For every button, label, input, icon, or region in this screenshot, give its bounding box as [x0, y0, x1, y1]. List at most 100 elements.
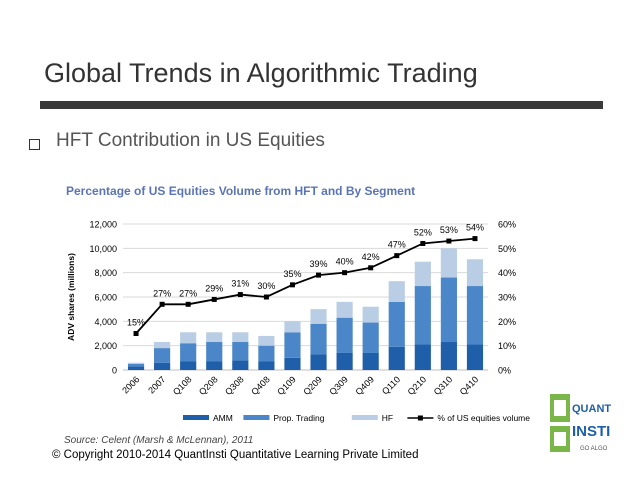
y-tick-label: 6,000 [94, 293, 117, 303]
line-marker [420, 240, 426, 246]
data-label: 29% [205, 283, 223, 293]
y2-tick-label: 10% [498, 341, 516, 351]
legend-line-marker [417, 415, 423, 421]
bar-hf [284, 321, 301, 333]
y-tick-label: 8,000 [94, 268, 117, 278]
bar-prop-trading [127, 363, 145, 367]
slide-title: Global Trends in Algorithmic Trading [44, 58, 478, 88]
line-marker [263, 294, 269, 300]
chart-title: Percentage of US Equities Volume from HF… [66, 184, 416, 198]
copyright: © Copyright 2010-2014 QuantInsti Quantit… [52, 449, 419, 461]
y2-tick-label: 30% [498, 293, 516, 303]
x-tick-label: Q109 [275, 374, 298, 397]
x-tick-label: Q308 [223, 374, 246, 397]
y2-tick-label: 40% [498, 268, 516, 278]
bar-hf [206, 332, 223, 343]
bar-prop-trading [414, 286, 431, 345]
bar-amm [466, 344, 484, 370]
x-tick-label: Q108 [171, 374, 194, 397]
bar-prop-trading [258, 345, 275, 362]
bar-amm [127, 366, 145, 370]
line-marker [394, 253, 400, 259]
y-tick-label: 12,000 [89, 220, 117, 230]
bar-prop-trading [154, 348, 171, 363]
bullet-text: HFT Contribution in US Equities [56, 130, 325, 151]
y-tick-label: 2,000 [94, 341, 117, 351]
line-marker [211, 296, 217, 302]
bar-prop-trading [466, 286, 484, 345]
bar-amm [258, 361, 275, 370]
bar-amm [310, 354, 327, 370]
bar-hf [440, 248, 457, 278]
legend-label: % of US equities volume [437, 413, 530, 423]
line-marker [316, 272, 322, 278]
data-label: 31% [231, 279, 249, 289]
bar-amm [154, 362, 171, 370]
logo-mark-bottom-inner [554, 432, 566, 446]
legend-label: AMM [213, 413, 233, 423]
bar-prop-trading [206, 342, 223, 362]
bar-amm [362, 352, 379, 370]
bullet-square-icon [29, 139, 40, 150]
x-tick-label: Q408 [249, 374, 272, 397]
data-label: 40% [336, 257, 354, 267]
data-label: 52% [414, 227, 432, 237]
bar-hf [466, 259, 484, 287]
logo-mark-top-inner [554, 400, 566, 416]
y-tick-label: 4,000 [94, 317, 117, 327]
x-tick-label: Q208 [197, 374, 220, 397]
x-tick-label: Q210 [406, 374, 429, 397]
logo-tagline: GO ALGO [580, 446, 608, 452]
legend-swatch [243, 415, 270, 420]
x-tick-label: Q410 [458, 374, 481, 397]
bar-prop-trading [336, 317, 353, 353]
line-marker [237, 292, 243, 298]
bar-prop-trading [180, 343, 197, 362]
line-marker [185, 301, 191, 307]
quantinsti-logo: QUANT INSTI GO ALGO [550, 394, 611, 452]
bar-prop-trading [310, 323, 327, 355]
x-tick-label: Q110 [380, 374, 402, 396]
y2-tick-label: 50% [498, 244, 516, 254]
y-tick-label: 10,000 [89, 244, 117, 254]
logo-text-1: QUANT [572, 403, 611, 415]
x-tick-label: 2007 [146, 374, 167, 395]
bar-amm [180, 361, 197, 370]
bar-prop-trading [232, 342, 249, 361]
data-label: 47% [388, 240, 406, 250]
line-marker [159, 301, 165, 307]
bar-hf [127, 362, 145, 364]
bar-hf [180, 332, 197, 344]
bar-amm [232, 360, 249, 370]
bar-prop-trading [440, 277, 457, 343]
line-marker [446, 238, 452, 244]
y2-tick-label: 20% [498, 317, 516, 327]
legend-label: HF [382, 413, 393, 423]
line-marker [368, 265, 374, 271]
y2-tick-label: 0% [498, 366, 511, 376]
bar-hf [258, 335, 275, 346]
bar-amm [440, 342, 457, 370]
legend-swatch [351, 415, 378, 420]
data-label: 54% [466, 223, 484, 233]
data-label: 27% [179, 288, 197, 298]
line-marker [472, 236, 478, 242]
bar-amm [336, 352, 353, 370]
bar-prop-trading [284, 332, 301, 358]
legend-swatch [183, 415, 209, 420]
bar-amm [284, 357, 301, 370]
x-tick-label: Q310 [432, 374, 455, 397]
line-marker [133, 331, 139, 336]
bar-hf [310, 309, 327, 324]
bar-prop-trading [362, 322, 379, 353]
bar-prop-trading [388, 301, 405, 347]
logo-text-2: INSTI [572, 423, 610, 440]
bar-amm [414, 344, 431, 370]
title-rule [40, 101, 603, 109]
bar-hf [336, 301, 353, 318]
x-tick-label: Q409 [353, 374, 376, 397]
bar-amm [206, 361, 223, 370]
data-label: 27% [153, 288, 171, 298]
bar-hf [362, 306, 379, 323]
